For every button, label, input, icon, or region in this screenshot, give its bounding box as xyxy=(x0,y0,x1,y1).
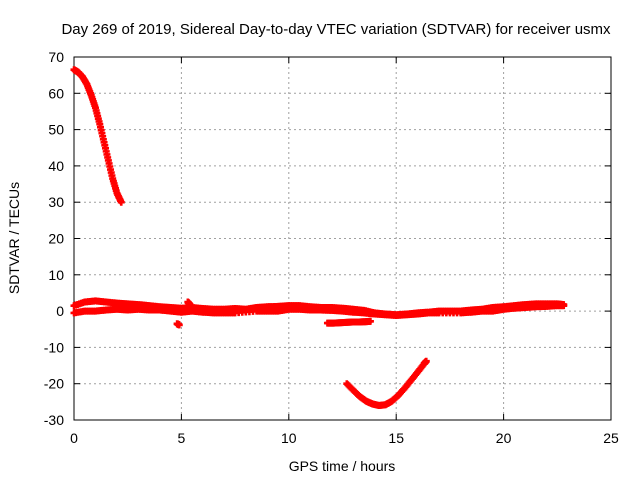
x-tick-label: 0 xyxy=(70,430,78,446)
grid xyxy=(74,57,611,420)
y-tick-label: -20 xyxy=(44,376,64,392)
x-axis-label: GPS time / hours xyxy=(289,458,396,474)
axis-ticks: 0 5 10 15 20 25 -30 -20 -10 0 10 20 30 40 50 60 70 xyxy=(44,49,619,446)
x-tick-label: 15 xyxy=(388,430,404,446)
y-tick-label: 30 xyxy=(48,194,64,210)
y-tick-label: 70 xyxy=(48,49,64,65)
x-tick-label: 5 xyxy=(178,430,186,446)
x-tick-label: 20 xyxy=(496,430,512,446)
series-satellite-arc-1 xyxy=(71,66,125,205)
y-tick-label: 60 xyxy=(48,85,64,101)
y-tick-label: 10 xyxy=(48,267,64,283)
data-points xyxy=(71,66,568,409)
chart-title: Day 269 of 2019, Sidereal Day-to-day VTE… xyxy=(61,21,611,38)
y-tick-label: 0 xyxy=(56,303,64,319)
series-satellite-arc-2 xyxy=(343,358,429,409)
x-tick-label: 10 xyxy=(281,430,297,446)
y-tick-label: 40 xyxy=(48,158,64,174)
y-axis-label: SDTVAR / TECUs xyxy=(6,182,22,294)
chart: Day 269 of 2019, Sidereal Day-to-day VTE… xyxy=(0,0,640,480)
y-tick-label: -10 xyxy=(44,339,64,355)
y-tick-label: 20 xyxy=(48,231,64,247)
y-tick-label: 50 xyxy=(48,122,64,138)
y-tick-label: -30 xyxy=(44,412,64,428)
x-tick-label: 25 xyxy=(603,430,619,446)
